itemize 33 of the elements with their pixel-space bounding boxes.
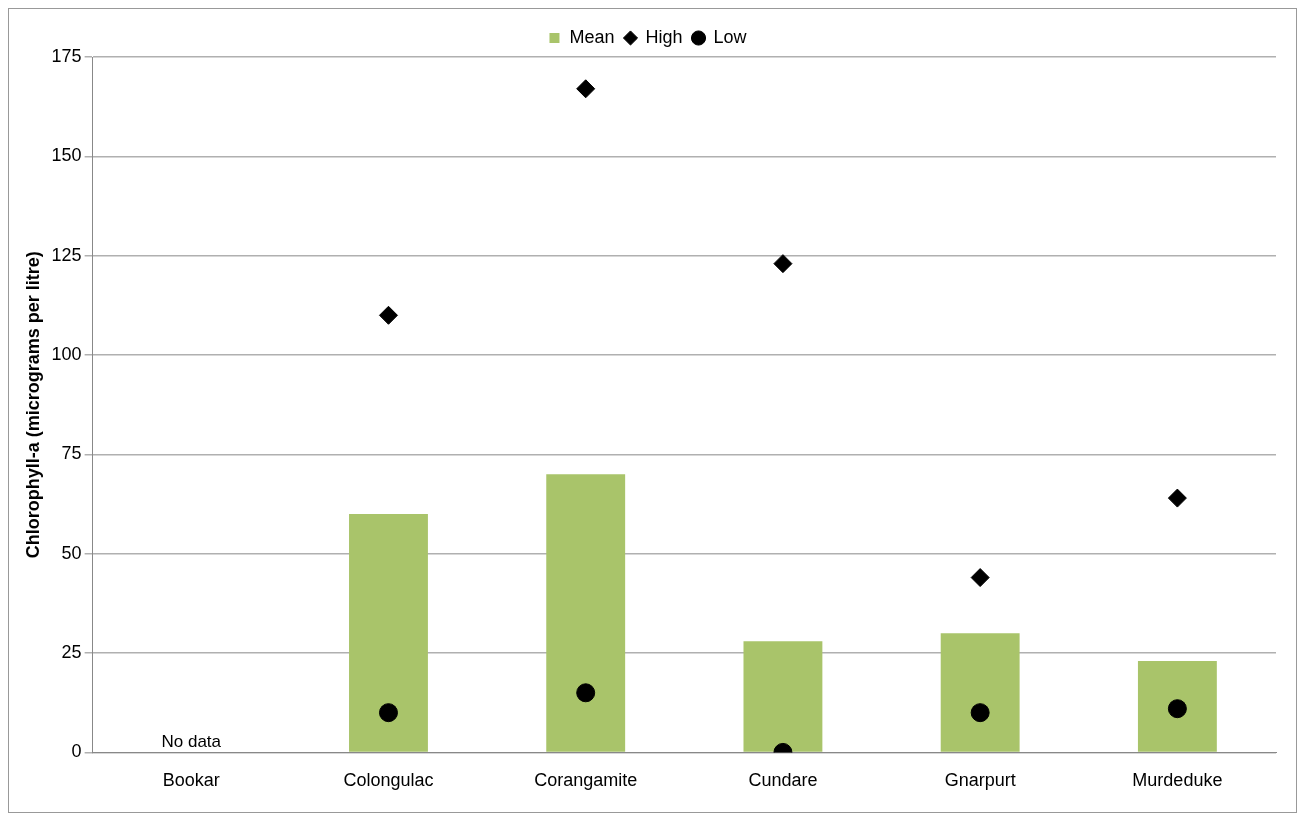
legend-label: Low [713, 26, 748, 47]
bar [349, 513, 428, 752]
x-tick-label: Corangamite [534, 770, 638, 791]
y-tick-label: 100 [51, 344, 82, 364]
point [378, 703, 398, 723]
y-tick-label: 150 [51, 145, 82, 166]
x-tick-label: Colongulac [343, 770, 434, 791]
point [378, 305, 398, 325]
point [773, 254, 793, 274]
y-tick-label: 75 [61, 443, 82, 464]
y-axis-title: Chlorophyll-a (micrograms per litre) [22, 251, 43, 559]
point [970, 703, 990, 723]
point [970, 568, 990, 588]
legend-label: Mean [569, 26, 615, 47]
bar [940, 633, 1020, 752]
bar [546, 474, 626, 752]
x-tick-label: Gnarpurt [944, 770, 1016, 791]
y-tick-label: 125 [51, 244, 82, 265]
bar [1137, 661, 1217, 752]
legend-label: High [645, 26, 683, 47]
bar [743, 641, 823, 752]
y-tick-label: 175 [51, 45, 82, 66]
point [1167, 488, 1187, 508]
x-tick-label: Cundare [748, 770, 818, 791]
x-tick-label: Murdeduke [1132, 770, 1223, 791]
point [576, 683, 596, 703]
y-tick-label: 0 [71, 741, 82, 762]
point [576, 79, 596, 99]
annotation: No data [161, 731, 222, 751]
point [1167, 699, 1187, 719]
y-tick-label: 50 [61, 542, 82, 563]
y-tick-label: 25 [61, 642, 82, 663]
x-tick-label: Bookar [162, 770, 220, 791]
